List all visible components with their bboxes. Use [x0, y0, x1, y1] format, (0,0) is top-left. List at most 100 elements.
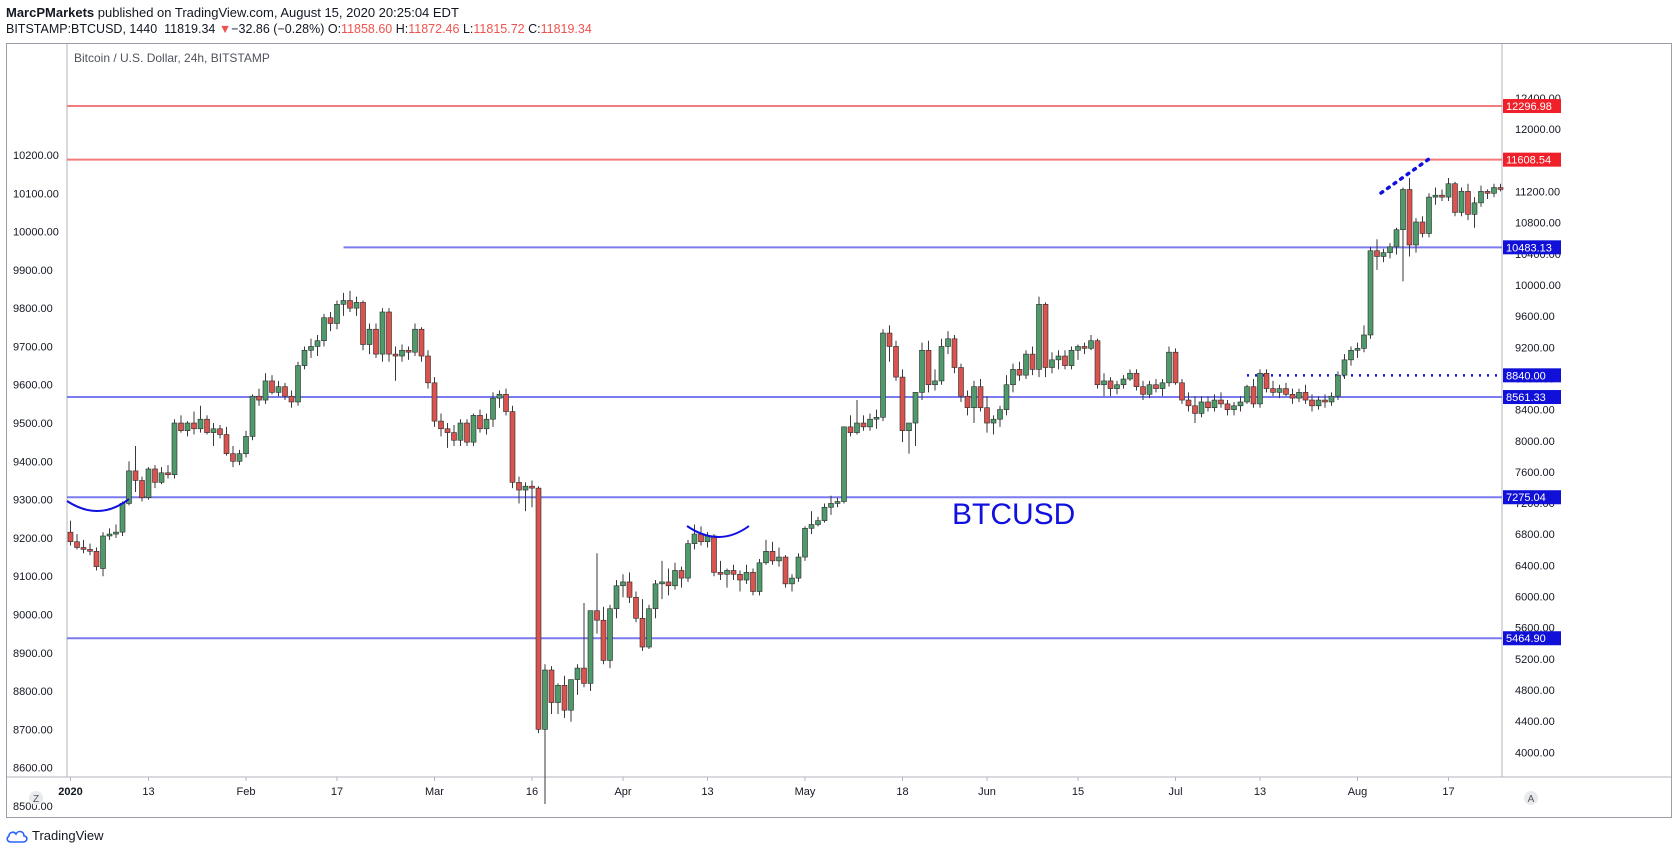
time-axis-tick-label: 2020	[58, 786, 82, 798]
left-axis-tick-label: 8800.00	[13, 686, 53, 698]
candle-down	[1374, 250, 1380, 257]
candle-up	[113, 531, 119, 535]
right-axis-tick-label: 5200.00	[1515, 654, 1555, 666]
price-tag-label: 8561.33	[1506, 392, 1546, 404]
candle-up	[652, 583, 659, 610]
candle-down	[1140, 386, 1146, 395]
right-axis-tick-label: 6000.00	[1515, 592, 1555, 604]
auto-scale-button-right[interactable]: A	[1524, 791, 1538, 805]
candle-up	[379, 311, 386, 355]
candle-down	[204, 418, 210, 433]
close-value: 11819.34	[540, 22, 592, 36]
price-chart[interactable]: 8500.00 8600.00 8700.00 8800.00 8900.00 9000.…	[7, 44, 1671, 817]
time-axis-tick-label: 13	[142, 786, 154, 798]
candle-up	[756, 562, 763, 592]
candle-down	[977, 386, 984, 409]
time-axis-tick-label: May	[795, 786, 816, 798]
candle-down	[288, 395, 295, 403]
candle-down	[1185, 399, 1192, 407]
candle-down	[67, 531, 74, 543]
chart-frame[interactable]: 8500.00 8600.00 8700.00 8800.00 8900.00 9000.…	[6, 43, 1672, 818]
candle-up	[412, 328, 418, 353]
time-axis-tick-label: Aug	[1348, 786, 1368, 798]
price-tag-label: 5464.90	[1506, 633, 1546, 645]
candle-up	[522, 485, 529, 491]
right-axis-tick-label: 10800.00	[1515, 218, 1561, 230]
publish-info: MarcPMarkets published on TradingView.co…	[6, 5, 459, 20]
candle-down	[405, 349, 412, 353]
candle-down	[886, 332, 893, 347]
candle-up	[1036, 304, 1042, 370]
candle-down	[1419, 221, 1426, 234]
time-axis-tick-label: Feb	[237, 786, 256, 798]
candle-up	[912, 392, 919, 424]
right-axis-tick-label: 12000.00	[1515, 124, 1561, 136]
candle-down	[360, 302, 366, 345]
scale-z-circle[interactable]	[29, 791, 43, 805]
candle-up	[308, 346, 314, 351]
candle-up	[867, 418, 873, 428]
candle-down	[74, 541, 80, 548]
right-axis-tick-label: 8400.00	[1515, 405, 1555, 417]
time-axis-tick-label: 15	[1072, 786, 1084, 798]
candle-up	[574, 667, 581, 680]
scale-a-circle[interactable]	[1524, 791, 1538, 805]
candle-up	[236, 453, 243, 462]
candle-up	[1101, 380, 1107, 386]
candle-down	[1172, 351, 1179, 384]
price-tag	[1503, 152, 1561, 167]
candle-up	[197, 418, 204, 430]
candle-up	[171, 422, 178, 476]
candle-down	[769, 551, 776, 562]
candle-down	[750, 572, 756, 592]
candle-up	[314, 340, 321, 347]
candle-down	[1094, 340, 1101, 386]
candle-down	[1192, 405, 1198, 414]
candle-up	[262, 380, 269, 401]
candle-up	[490, 397, 496, 420]
candle-down	[418, 328, 425, 357]
candle-down	[223, 434, 230, 454]
candle-down	[93, 551, 100, 567]
time-axis-tick-label: 16	[526, 786, 538, 798]
candle-up	[691, 533, 698, 544]
bottom-arc-annotation[interactable]	[686, 525, 750, 538]
candle-down	[1283, 388, 1289, 395]
scale-a-label: A	[1528, 794, 1535, 805]
candle-down	[1016, 369, 1023, 376]
scale-z-label: Z	[33, 794, 39, 805]
price-tag-label: 12296.98	[1506, 101, 1552, 113]
auto-scale-button-left[interactable]: Z	[29, 791, 43, 805]
candle-down	[152, 468, 158, 483]
time-axis-tick-label: 13	[701, 786, 713, 798]
candle-down	[860, 422, 867, 428]
candle-up	[100, 535, 106, 569]
time-axis-tick-label: 17	[1442, 786, 1454, 798]
candle-up	[1445, 183, 1452, 198]
candle-up	[1354, 348, 1361, 351]
candle-up	[542, 669, 548, 730]
candle-down	[581, 667, 587, 684]
candle-up	[1075, 346, 1081, 351]
candle-down	[711, 535, 717, 573]
candle-up	[587, 610, 594, 684]
candle-down	[1322, 399, 1328, 403]
candle-up	[1393, 229, 1400, 248]
close-label: C:	[528, 22, 541, 36]
candle-up	[457, 422, 464, 441]
right-axis-tick-label: 10000.00	[1515, 280, 1561, 292]
candle-down	[529, 485, 535, 489]
candle-up	[1055, 355, 1062, 361]
candle-down	[626, 581, 633, 598]
candle-down	[964, 395, 971, 409]
candle-down	[665, 581, 672, 587]
candle-up	[1400, 189, 1406, 230]
candle-up	[1049, 359, 1055, 368]
tradingview-logo[interactable]: TradingView	[6, 828, 104, 843]
bottom-arc-annotation[interactable]	[66, 498, 130, 512]
author-name[interactable]: MarcPMarkets	[6, 5, 95, 20]
candle-down	[139, 480, 145, 498]
dotted-trendline-annotation[interactable]	[1379, 157, 1431, 195]
symbol-label: BITSTAMP:BTCUSD, 1440	[6, 22, 158, 36]
left-axis-tick-label: 10000.00	[13, 227, 59, 239]
